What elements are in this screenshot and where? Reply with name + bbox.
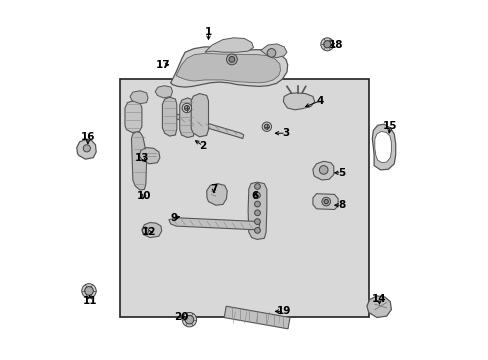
Polygon shape — [131, 131, 146, 190]
Text: 6: 6 — [251, 191, 258, 201]
Text: 9: 9 — [170, 213, 178, 223]
Text: 7: 7 — [210, 184, 217, 194]
Text: 2: 2 — [199, 141, 206, 151]
Circle shape — [184, 105, 189, 111]
Polygon shape — [374, 131, 390, 163]
Circle shape — [323, 41, 330, 48]
Circle shape — [81, 284, 96, 298]
Text: 19: 19 — [276, 306, 291, 316]
Polygon shape — [142, 222, 162, 238]
Text: 12: 12 — [142, 227, 156, 237]
Polygon shape — [170, 47, 287, 87]
Circle shape — [182, 312, 196, 327]
Polygon shape — [283, 93, 314, 110]
Polygon shape — [366, 296, 390, 318]
Circle shape — [226, 54, 237, 65]
Text: 3: 3 — [282, 128, 289, 138]
Text: 17: 17 — [156, 60, 170, 70]
Circle shape — [262, 122, 271, 131]
Polygon shape — [170, 111, 244, 139]
Polygon shape — [176, 53, 280, 83]
Circle shape — [319, 166, 327, 174]
Polygon shape — [312, 161, 333, 180]
Polygon shape — [179, 98, 194, 138]
Polygon shape — [125, 101, 142, 132]
Text: 16: 16 — [81, 132, 95, 142]
Circle shape — [254, 219, 260, 225]
Circle shape — [83, 145, 90, 152]
Circle shape — [185, 315, 193, 324]
Text: 18: 18 — [328, 40, 343, 50]
Text: 8: 8 — [337, 200, 345, 210]
Text: 11: 11 — [82, 296, 97, 306]
Polygon shape — [260, 44, 286, 58]
Text: 14: 14 — [371, 294, 386, 304]
Polygon shape — [130, 91, 148, 104]
Polygon shape — [168, 218, 259, 230]
Circle shape — [266, 49, 275, 57]
Text: 5: 5 — [337, 168, 345, 178]
Circle shape — [324, 199, 328, 204]
Text: 1: 1 — [204, 27, 212, 37]
Polygon shape — [162, 97, 177, 136]
Text: 10: 10 — [136, 191, 151, 201]
Circle shape — [264, 124, 269, 129]
Circle shape — [254, 228, 260, 233]
Circle shape — [254, 184, 260, 189]
Text: 4: 4 — [316, 96, 323, 106]
Polygon shape — [191, 94, 208, 137]
Polygon shape — [206, 184, 227, 205]
Polygon shape — [77, 140, 96, 159]
Text: 20: 20 — [174, 312, 188, 322]
Text: 13: 13 — [134, 153, 149, 163]
Polygon shape — [139, 148, 160, 164]
Circle shape — [320, 38, 333, 51]
Circle shape — [228, 57, 234, 62]
Polygon shape — [204, 38, 253, 52]
Circle shape — [321, 197, 330, 206]
Circle shape — [254, 201, 260, 207]
Circle shape — [254, 192, 260, 198]
Circle shape — [182, 103, 191, 113]
Circle shape — [84, 287, 93, 295]
Polygon shape — [371, 124, 395, 170]
Circle shape — [142, 227, 148, 234]
FancyBboxPatch shape — [120, 79, 368, 317]
Polygon shape — [312, 194, 337, 210]
Polygon shape — [224, 306, 289, 329]
Circle shape — [254, 210, 260, 216]
Polygon shape — [155, 86, 172, 98]
Polygon shape — [247, 182, 266, 239]
Text: 15: 15 — [382, 121, 397, 131]
